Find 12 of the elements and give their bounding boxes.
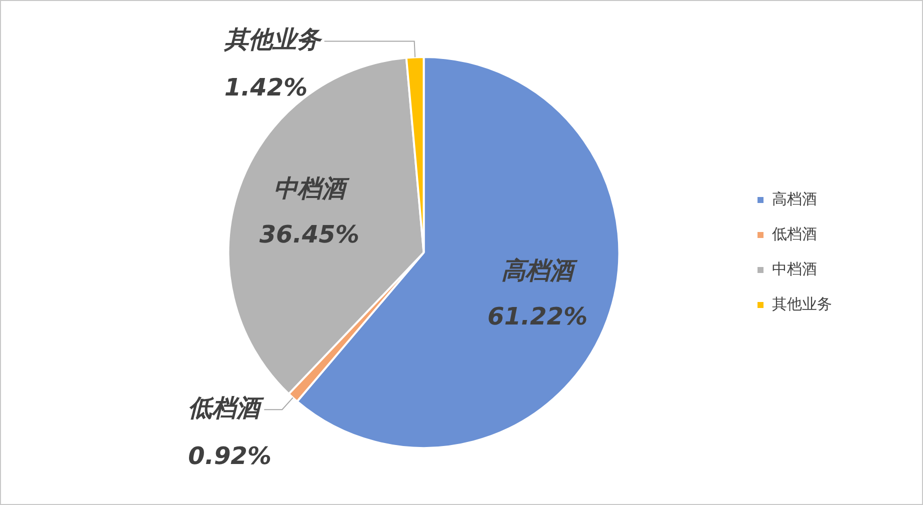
data-label: 0.92% <box>188 442 272 470</box>
legend-label: 低档酒 <box>772 224 817 243</box>
slice-label: 中档酒 <box>273 174 350 203</box>
legend-label: 其他业务 <box>772 294 832 313</box>
data-label: 36.45% <box>259 220 360 249</box>
legend-label: 中档酒 <box>772 260 817 278</box>
data-label: 61.22% <box>488 302 588 331</box>
slice-label: 低档酒 <box>188 394 266 422</box>
legend-label: 高档酒 <box>772 190 817 208</box>
slice-label: 高档酒 <box>502 256 579 285</box>
slice-label: 其他业务 <box>223 25 322 54</box>
data-label: 1.42% <box>224 73 308 102</box>
